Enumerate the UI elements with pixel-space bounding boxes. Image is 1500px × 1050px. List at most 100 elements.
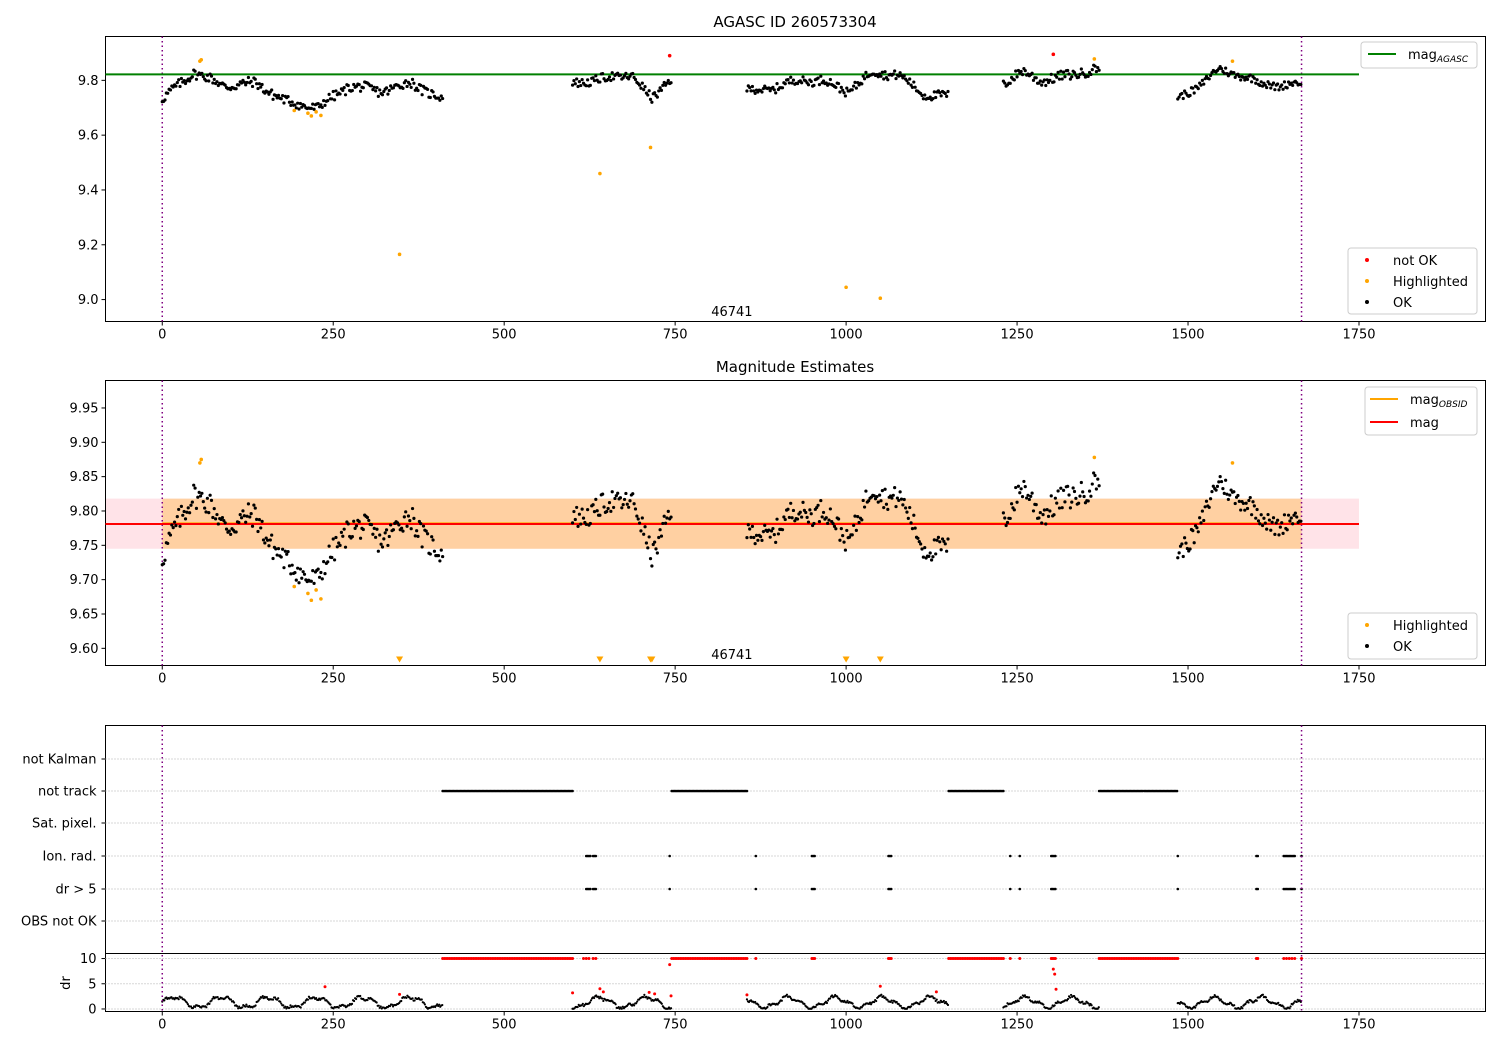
ok-point [879, 499, 883, 503]
x-axis-ticks: 0 250 500 750 1000 1250 1500 1750 [158, 1011, 1376, 1033]
ok-point [763, 523, 767, 527]
ok-point [1245, 77, 1250, 81]
ok-point [748, 527, 752, 531]
ok-point [220, 515, 225, 520]
ok-point [352, 519, 356, 523]
ok-point [841, 88, 845, 92]
ok-point [577, 80, 582, 84]
ok-point [862, 505, 867, 509]
dr-point [1219, 998, 1222, 1001]
ok-point [1188, 93, 1192, 98]
legend-point-status: not OK Highlighted OK [1347, 247, 1478, 315]
dr-point [388, 1005, 392, 1008]
dr-point [186, 1003, 190, 1006]
ok-point [1262, 516, 1266, 520]
dr-capped-point [1018, 957, 1022, 961]
ok-point [1207, 77, 1211, 81]
dr-point [942, 999, 945, 1003]
ok-point [196, 495, 200, 499]
dr-point [441, 1003, 444, 1007]
plot-frame [105, 725, 1486, 1012]
dr-point [635, 1002, 638, 1005]
ok-point [367, 518, 371, 523]
ok-point [897, 498, 901, 503]
ok-point [584, 84, 588, 88]
dr-point [261, 995, 264, 998]
ok-point [1196, 87, 1200, 91]
ok-point [806, 520, 811, 524]
ok-point [281, 547, 285, 551]
ok-point [275, 553, 279, 557]
ok-point [1202, 518, 1206, 523]
ok-point [1052, 80, 1056, 84]
ok-point [1082, 494, 1086, 499]
ok-point [1278, 525, 1282, 529]
ok-point [194, 77, 199, 81]
ok-point [1005, 520, 1010, 525]
ok-point [628, 499, 632, 503]
ok-point [624, 491, 628, 496]
ok-point [1254, 81, 1258, 85]
ok-point [1057, 506, 1062, 510]
ok-point [197, 490, 201, 494]
ok-point [832, 524, 837, 528]
ok-point [642, 88, 646, 92]
ok-point [1233, 501, 1237, 506]
ok-point [387, 88, 391, 93]
dr-capped-point [1001, 957, 1005, 961]
dr-point [633, 1004, 636, 1007]
ok-point [787, 81, 791, 85]
dr-red-point [653, 992, 657, 996]
ok-point [876, 500, 880, 504]
dr-point [289, 1004, 292, 1007]
dr-point [636, 1000, 639, 1003]
ok-point [1055, 75, 1059, 79]
ok-point [1233, 75, 1237, 79]
legend-label-main: mag [1410, 416, 1439, 431]
dr-red-point [571, 991, 575, 995]
ok-point [415, 529, 419, 533]
ok-point [594, 497, 598, 502]
dr-point [208, 1002, 211, 1006]
dr-point [1013, 1001, 1016, 1004]
ok-point [234, 530, 238, 534]
ok-point [1014, 69, 1018, 73]
ok-point [1056, 489, 1060, 493]
ok-point [943, 542, 947, 546]
ok-point [824, 516, 828, 520]
ok-point [1244, 501, 1248, 505]
ok-point [438, 98, 442, 102]
ok-point [936, 535, 941, 539]
dr-point [436, 1003, 439, 1006]
ok-point [661, 83, 665, 87]
ok-point [216, 522, 220, 526]
dr-point [803, 1002, 806, 1006]
ok-point [584, 522, 588, 527]
ok-point [341, 534, 345, 538]
ok-points [160, 63, 1303, 111]
ok-point [312, 581, 316, 586]
ok-point [1034, 76, 1038, 80]
ok-point [812, 83, 816, 87]
ok-point [265, 538, 270, 542]
ok-point [771, 526, 775, 531]
ok-point [383, 531, 387, 535]
flag-row-label: not Kalman [22, 753, 96, 768]
ok-point [384, 86, 389, 90]
flag-point [813, 854, 816, 858]
ok-point [297, 581, 301, 585]
ok-point [594, 74, 598, 78]
ok-point [834, 527, 838, 531]
ok-point [332, 98, 337, 102]
ok-point [298, 567, 302, 571]
dr-point [1217, 997, 1220, 1000]
dr-point [851, 1002, 854, 1005]
dr-point [620, 1007, 623, 1010]
x-tick-label: 1500 [1171, 672, 1204, 687]
ok-point [1014, 485, 1018, 490]
ok-point [334, 89, 338, 93]
dr-red-point [601, 990, 605, 994]
ok-point [1211, 484, 1215, 488]
ok-point [929, 558, 934, 562]
dr-point [789, 997, 793, 1000]
